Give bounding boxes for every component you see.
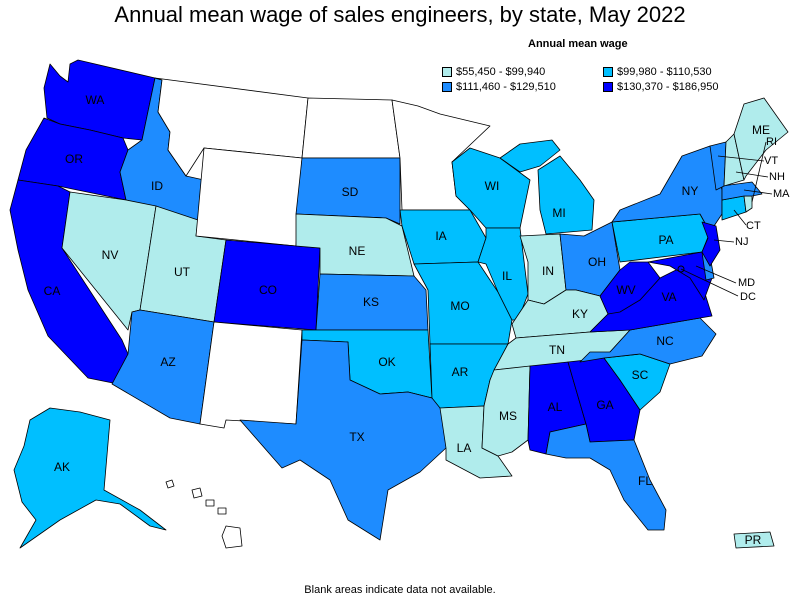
state-TX[interactable]	[239, 339, 447, 541]
leader-NH	[735, 171, 769, 178]
label-NY: NY	[682, 184, 699, 198]
label-KS: KS	[363, 295, 379, 309]
label-MI: MI	[552, 206, 565, 220]
state-MI-up[interactable]	[499, 139, 561, 173]
legend-item-4: $130,370 - $186,950	[603, 81, 719, 93]
leader-NJ	[713, 239, 735, 243]
label-WA: WA	[86, 93, 105, 107]
label-OK: OK	[378, 355, 395, 369]
label-FL: FL	[638, 474, 652, 488]
label-WV: WV	[616, 283, 635, 297]
label-NJ: NJ	[735, 236, 748, 248]
state-HI-2[interactable]	[191, 487, 203, 499]
label-DC: DC	[740, 291, 756, 303]
state-KS[interactable]	[315, 273, 429, 331]
footnote: Blank areas indicate data not available.	[304, 584, 496, 596]
label-NH: NH	[769, 171, 785, 183]
label-OH: OH	[588, 255, 606, 269]
leader-RI	[751, 141, 767, 203]
label-IL: IL	[502, 269, 512, 283]
legend-item-1: $55,450 - $99,940	[442, 66, 545, 78]
state-ME[interactable]	[733, 97, 789, 181]
label-RI: RI	[766, 136, 777, 148]
state-HI-5[interactable]	[221, 525, 243, 549]
state-HI-1[interactable]	[165, 479, 175, 489]
legend-label-1: $55,450 - $99,940	[456, 66, 546, 78]
state-WY[interactable]	[195, 147, 303, 247]
label-KY: KY	[572, 307, 588, 321]
legend-swatch-2	[603, 67, 613, 77]
label-IN: IN	[542, 264, 554, 278]
label-SD: SD	[342, 185, 359, 199]
label-AL: AL	[548, 400, 563, 414]
leader-MD	[695, 265, 737, 284]
label-NV: NV	[102, 248, 119, 262]
state-HI-4[interactable]	[217, 507, 227, 515]
legend-swatch-1	[442, 67, 452, 77]
label-LA: LA	[457, 441, 472, 455]
label-WI: WI	[485, 179, 500, 193]
leader-CT	[733, 209, 747, 226]
label-TN: TN	[549, 343, 565, 357]
leader-DC	[680, 268, 739, 297]
legend-item-2: $99,980 - $110,530	[603, 66, 712, 78]
state-IL[interactable]	[477, 227, 529, 321]
label-SC: SC	[632, 368, 649, 382]
state-NM[interactable]	[199, 321, 303, 429]
label-PA: PA	[658, 233, 673, 247]
state-ND[interactable]	[301, 97, 401, 159]
state-NC[interactable]	[579, 317, 717, 365]
label-VT: VT	[764, 155, 778, 167]
state-PR[interactable]	[733, 531, 775, 549]
label-CT: CT	[746, 220, 761, 232]
map-title: Annual mean wage of sales engineers, by …	[114, 2, 686, 27]
label-IA: IA	[435, 229, 446, 243]
legend-label-4: $130,370 - $186,950	[617, 81, 719, 93]
legend-swatch-4	[603, 82, 613, 92]
label-ID: ID	[151, 179, 163, 193]
label-CA: CA	[44, 284, 61, 298]
label-UT: UT	[174, 265, 191, 279]
legend-item-3: $111,460 - $129,510	[442, 81, 556, 93]
state-FL[interactable]	[545, 423, 667, 531]
label-OR: OR	[65, 152, 83, 166]
label-MS: MS	[499, 409, 517, 423]
state-AK[interactable]	[13, 407, 167, 549]
legend-title: Annual mean wage	[528, 38, 628, 50]
leader-VT	[717, 155, 765, 162]
state-HI-3[interactable]	[205, 499, 215, 507]
label-NC: NC	[656, 334, 674, 348]
label-GA: GA	[596, 398, 613, 412]
leader-MA	[743, 189, 773, 195]
state-MO[interactable]	[413, 261, 513, 345]
label-CO: CO	[259, 283, 277, 297]
label-ME: ME	[752, 123, 770, 137]
state-WV[interactable]	[599, 261, 661, 315]
label-AR: AR	[452, 365, 469, 379]
state-SD[interactable]	[295, 157, 401, 225]
state-NJ[interactable]	[701, 221, 721, 267]
label-NE: NE	[349, 244, 366, 258]
label-AK: AK	[54, 460, 70, 474]
state-MI[interactable]	[537, 155, 595, 235]
legend-label-2: $99,980 - $110,530	[617, 66, 712, 78]
legend-label-3: $111,460 - $129,510	[456, 81, 556, 93]
label-PR: PR	[745, 533, 762, 547]
label-MD: MD	[738, 277, 755, 289]
state-MA[interactable]	[721, 181, 763, 201]
label-TX: TX	[349, 430, 364, 444]
legend-swatch-3	[442, 82, 452, 92]
label-VA: VA	[661, 290, 676, 304]
label-AZ: AZ	[160, 355, 175, 369]
label-MO: MO	[450, 299, 469, 313]
label-MA: MA	[773, 188, 790, 200]
